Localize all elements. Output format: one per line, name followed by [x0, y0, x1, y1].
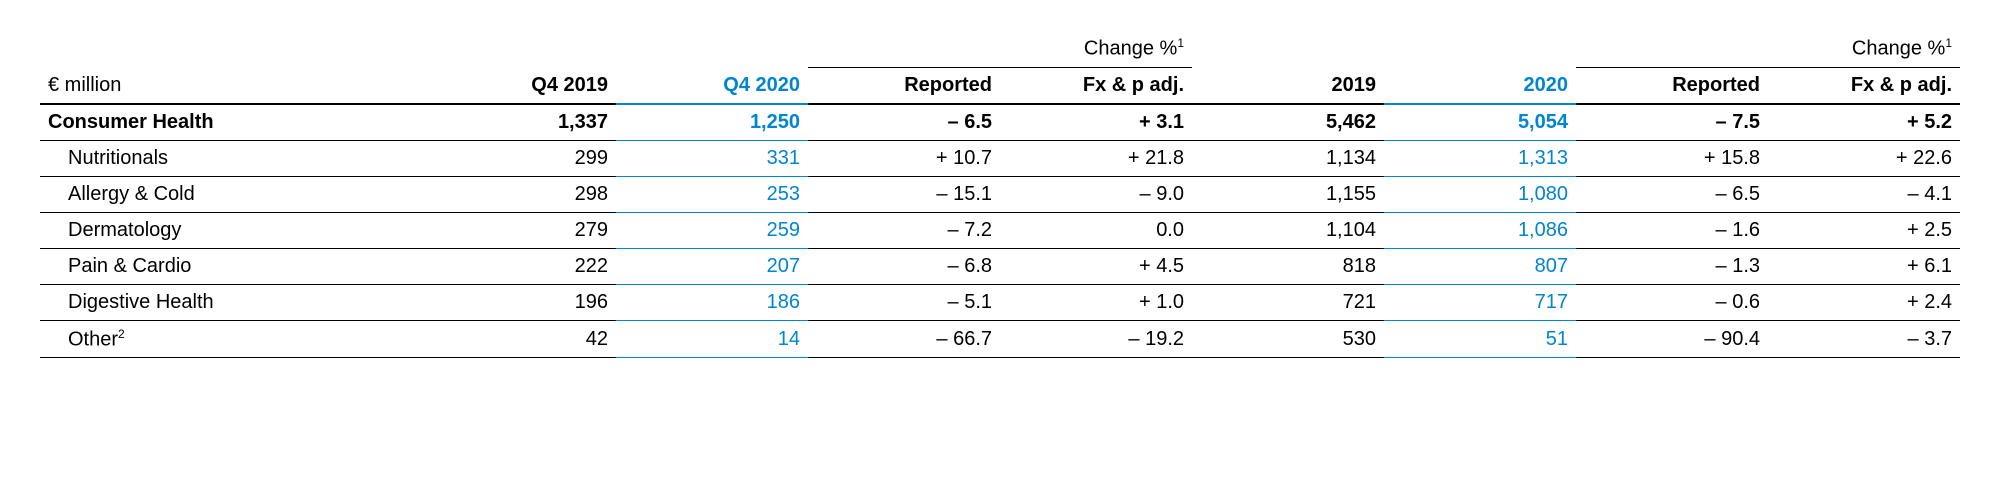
cell-q4_reported: – 6.8: [808, 248, 1000, 284]
row-label: Consumer Health: [40, 104, 424, 141]
cell-y2020: 1,313: [1384, 140, 1576, 176]
cell-q4_2020: 1,250: [616, 104, 808, 141]
row-label: Pain & Cardio: [40, 248, 424, 284]
cell-q4_reported: – 66.7: [808, 320, 1000, 358]
cell-y2020: 51: [1384, 320, 1576, 358]
table-body: Consumer Health1,3371,250– 6.5+ 3.15,462…: [40, 104, 1960, 358]
col-q4-fx: Fx & p adj.: [1000, 67, 1192, 104]
cell-y2020: 1,080: [1384, 176, 1576, 212]
cell-q4_reported: – 6.5: [808, 104, 1000, 141]
col-y2019: 2019: [1192, 67, 1384, 104]
change-header-q4: Change %1: [808, 30, 1192, 67]
cell-y2020: 5,054: [1384, 104, 1576, 141]
cell-q4_fx: – 9.0: [1000, 176, 1192, 212]
cell-y_fx: + 6.1: [1768, 248, 1960, 284]
cell-y2020: 717: [1384, 284, 1576, 320]
footnote-ref: 1: [1945, 36, 1952, 50]
row-label: Other2: [40, 320, 424, 358]
cell-y2019: 1,155: [1192, 176, 1384, 212]
cell-y_reported: – 6.5: [1576, 176, 1768, 212]
col-y-fx: Fx & p adj.: [1768, 67, 1960, 104]
cell-y_fx: + 22.6: [1768, 140, 1960, 176]
col-q4-2020: Q4 2020: [616, 67, 808, 104]
cell-q4_fx: + 4.5: [1000, 248, 1192, 284]
cell-y_reported: – 1.6: [1576, 212, 1768, 248]
cell-q4_reported: + 10.7: [808, 140, 1000, 176]
cell-y_reported: – 1.3: [1576, 248, 1768, 284]
cell-q4_reported: – 15.1: [808, 176, 1000, 212]
table-row: Consumer Health1,3371,250– 6.5+ 3.15,462…: [40, 104, 1960, 141]
cell-q4_2020: 259: [616, 212, 808, 248]
cell-y2019: 5,462: [1192, 104, 1384, 141]
row-label: Digestive Health: [40, 284, 424, 320]
financial-table: Change %1 Change %1 € million Q4 2019 Q4…: [40, 30, 1960, 358]
cell-q4_2020: 207: [616, 248, 808, 284]
cell-q4_2019: 299: [424, 140, 616, 176]
cell-q4_reported: – 7.2: [808, 212, 1000, 248]
cell-y2020: 807: [1384, 248, 1576, 284]
cell-q4_2019: 279: [424, 212, 616, 248]
table-row: Other24214– 66.7– 19.253051– 90.4– 3.7: [40, 320, 1960, 358]
row-label: Allergy & Cold: [40, 176, 424, 212]
table-row: Dermatology279259– 7.20.01,1041,086– 1.6…: [40, 212, 1960, 248]
header-row-main: € million Q4 2019 Q4 2020 Reported Fx & …: [40, 67, 1960, 104]
cell-q4_2019: 1,337: [424, 104, 616, 141]
cell-q4_2019: 42: [424, 320, 616, 358]
cell-y2019: 721: [1192, 284, 1384, 320]
col-y-reported: Reported: [1576, 67, 1768, 104]
cell-q4_fx: 0.0: [1000, 212, 1192, 248]
header-row-top: Change %1 Change %1: [40, 30, 1960, 67]
cell-q4_reported: – 5.1: [808, 284, 1000, 320]
cell-y2019: 818: [1192, 248, 1384, 284]
row-label: Dermatology: [40, 212, 424, 248]
cell-q4_fx: + 21.8: [1000, 140, 1192, 176]
cell-y2020: 1,086: [1384, 212, 1576, 248]
table-row: Nutritionals299331+ 10.7+ 21.81,1341,313…: [40, 140, 1960, 176]
change-header-fy: Change %1: [1576, 30, 1960, 67]
col-y2020: 2020: [1384, 67, 1576, 104]
currency-label: € million: [40, 67, 424, 104]
cell-q4_2020: 14: [616, 320, 808, 358]
cell-q4_2019: 222: [424, 248, 616, 284]
cell-y_fx: + 2.4: [1768, 284, 1960, 320]
cell-q4_2020: 253: [616, 176, 808, 212]
footnote-ref: 2: [118, 327, 125, 341]
cell-q4_fx: – 19.2: [1000, 320, 1192, 358]
table-row: Allergy & Cold298253– 15.1– 9.01,1551,08…: [40, 176, 1960, 212]
change-label-text: Change %: [1084, 38, 1177, 60]
change-label-text: Change %: [1852, 38, 1945, 60]
cell-q4_2019: 196: [424, 284, 616, 320]
cell-q4_2020: 331: [616, 140, 808, 176]
col-q4-reported: Reported: [808, 67, 1000, 104]
cell-y_fx: – 3.7: [1768, 320, 1960, 358]
cell-y_reported: – 7.5: [1576, 104, 1768, 141]
cell-q4_fx: + 3.1: [1000, 104, 1192, 141]
cell-q4_2020: 186: [616, 284, 808, 320]
cell-y_fx: + 2.5: [1768, 212, 1960, 248]
cell-y_reported: – 90.4: [1576, 320, 1768, 358]
cell-y2019: 530: [1192, 320, 1384, 358]
cell-y_reported: – 0.6: [1576, 284, 1768, 320]
cell-q4_fx: + 1.0: [1000, 284, 1192, 320]
table-row: Pain & Cardio222207– 6.8+ 4.5818807– 1.3…: [40, 248, 1960, 284]
cell-q4_2019: 298: [424, 176, 616, 212]
footnote-ref: 1: [1177, 36, 1184, 50]
cell-y2019: 1,104: [1192, 212, 1384, 248]
col-q4-2019: Q4 2019: [424, 67, 616, 104]
row-label: Nutritionals: [40, 140, 424, 176]
cell-y2019: 1,134: [1192, 140, 1384, 176]
table-row: Digestive Health196186– 5.1+ 1.0721717– …: [40, 284, 1960, 320]
cell-y_fx: + 5.2: [1768, 104, 1960, 141]
cell-y_reported: + 15.8: [1576, 140, 1768, 176]
cell-y_fx: – 4.1: [1768, 176, 1960, 212]
